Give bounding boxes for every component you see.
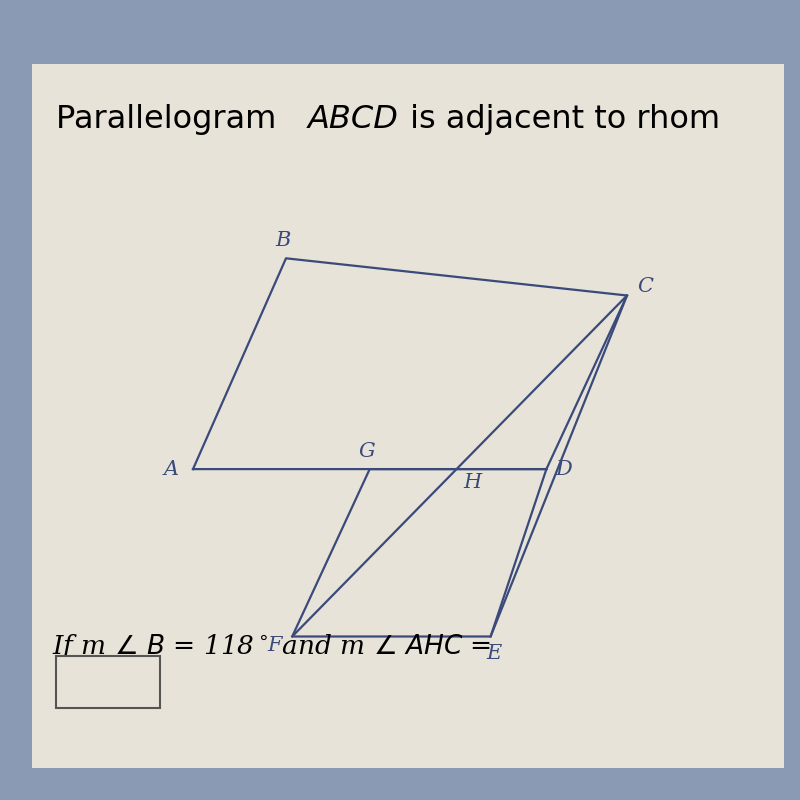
Text: If m $\angle$ $B$ = 118$^\circ$ and m $\angle$ $AHC$ =: If m $\angle$ $B$ = 118$^\circ$ and m $\… xyxy=(52,632,494,661)
Text: H: H xyxy=(463,474,481,492)
Text: G: G xyxy=(358,442,375,462)
Text: E: E xyxy=(486,644,502,663)
Text: C: C xyxy=(638,277,654,296)
Text: D: D xyxy=(555,459,572,478)
Text: is adjacent to rhom: is adjacent to rhom xyxy=(400,104,720,135)
Text: Parallelogram: Parallelogram xyxy=(56,104,286,135)
Text: A: A xyxy=(164,459,179,478)
Text: F: F xyxy=(267,636,282,655)
Text: B: B xyxy=(275,231,290,250)
Text: ABCD: ABCD xyxy=(308,104,399,135)
